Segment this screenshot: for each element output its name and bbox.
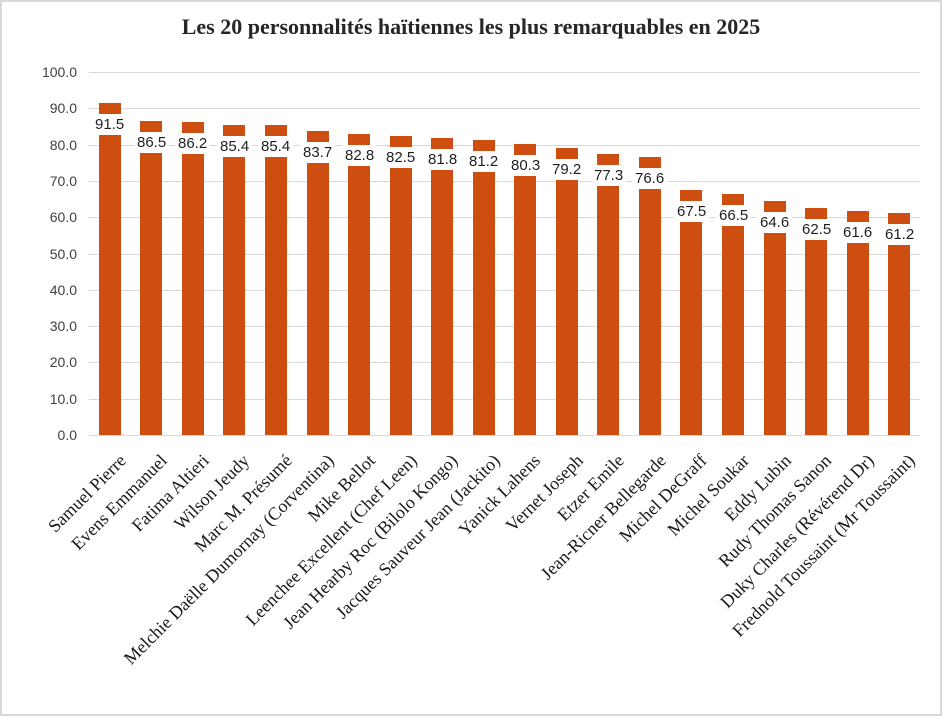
bar-value-label: 76.6 [632,168,668,189]
gridline [89,399,920,400]
bar [265,125,287,435]
bar-value-label: 61.6 [840,222,876,243]
gridline [89,254,920,255]
bar [473,140,495,435]
bar [847,211,869,435]
gridline [89,217,920,218]
bar-value-label: 80.3 [508,155,544,176]
y-axis-tick-label: 70.0 [49,173,77,189]
bar-value-label: 62.5 [799,219,835,240]
bar [597,154,619,435]
bar [99,103,121,435]
bar [764,201,786,435]
bar [680,190,702,435]
bar [888,213,910,435]
y-axis-tick-label: 100.0 [41,64,77,80]
y-axis-tick-label: 30.0 [49,318,77,334]
bar-value-label: 91.5 [92,114,128,135]
bar [223,125,245,435]
gridline [89,108,920,109]
gridline [89,72,920,73]
y-axis-tick-label: 80.0 [49,137,77,153]
bar [805,208,827,435]
bar-value-label: 81.2 [466,151,502,172]
bar-value-label: 79.2 [549,159,585,180]
bar-value-label: 83.7 [300,142,336,163]
y-axis-tick-label: 50.0 [49,246,77,262]
bar [722,194,744,435]
bar-value-label: 67.5 [674,201,710,222]
bar-value-label: 64.6 [757,212,793,233]
plot-area [89,72,920,436]
bar [431,138,453,435]
y-axis-tick-label: 20.0 [49,354,77,370]
bar [307,131,329,435]
bar [639,157,661,435]
y-axis-tick-label: 60.0 [49,209,77,225]
bar-value-label: 85.4 [258,136,294,157]
bar-value-label: 66.5 [716,205,752,226]
bar-value-label: 61.2 [882,224,918,245]
gridline [89,435,920,436]
y-axis-tick-label: 90.0 [49,100,77,116]
bar-value-label: 82.5 [383,147,419,168]
y-axis-tick-label: 40.0 [49,282,77,298]
bar-value-label: 77.3 [591,165,627,186]
gridline [89,362,920,363]
chart-title: Les 20 personnalités haïtiennes les plus… [181,14,761,39]
gridline [89,181,920,182]
gridline [89,290,920,291]
y-axis-tick-label: 10.0 [49,391,77,407]
bar-value-label: 86.2 [175,133,211,154]
bar [348,134,370,435]
gridline [89,145,920,146]
bar [514,144,536,435]
bar [140,121,162,435]
bar-value-label: 85.4 [217,136,253,157]
y-axis-tick-label: 0.0 [57,427,77,443]
bar [182,122,204,435]
gridline [89,326,920,327]
bar-value-label: 81.8 [425,149,461,170]
bar [556,148,578,435]
bar-value-label: 82.8 [342,145,378,166]
bar-value-label: 86.5 [134,132,170,153]
bar [390,136,412,435]
